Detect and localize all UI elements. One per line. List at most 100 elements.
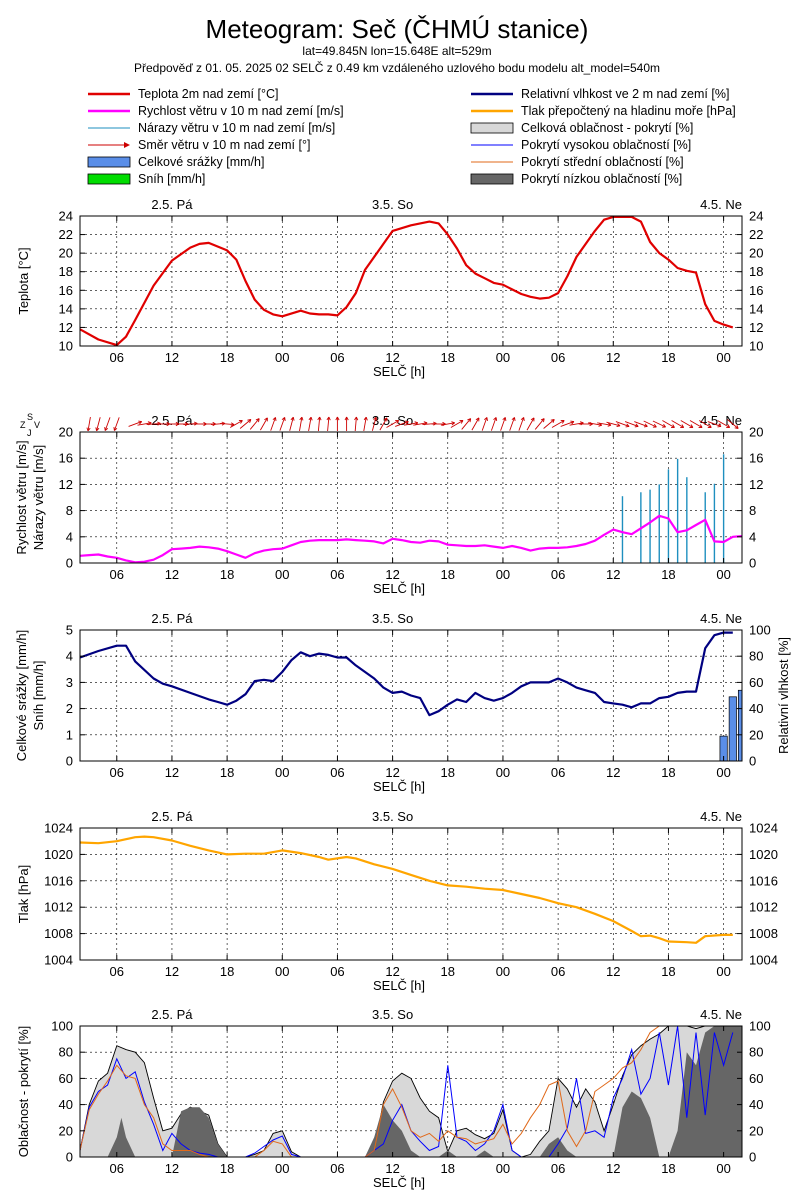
wind-arrow-head: [540, 418, 545, 423]
y-tick-label: 40: [59, 1097, 73, 1112]
wind-arrow-shaft: [113, 417, 120, 431]
compass-label: J: [27, 428, 32, 438]
compass-label: V: [34, 420, 40, 430]
legend-label: Tlak přepočtený na hladinu moře [hPa]: [521, 104, 736, 118]
x-tick-label: 00: [275, 350, 289, 365]
wind-arrow-shaft: [698, 420, 712, 428]
y-tick-label: 18: [59, 264, 73, 279]
wind-arrow: [634, 421, 648, 428]
x-tick-label: 00: [496, 1161, 510, 1176]
x-tick-label: 06: [330, 964, 344, 979]
x-tick-label: 06: [551, 567, 565, 582]
y-tick-label-right: 16: [749, 451, 763, 466]
x-axis-label: SELČ [h]: [373, 364, 425, 379]
wind-arrow-shaft: [526, 417, 535, 431]
wind-arrow: [543, 419, 555, 429]
wind-arrow-head: [335, 416, 340, 421]
wind-arrow-shaft: [413, 422, 428, 426]
wind-arrow: [104, 417, 111, 431]
wind-arrow: [689, 420, 703, 428]
y-axis-label-right: Relativní vlhkost [%]: [776, 637, 791, 754]
wind-arrow-shaft: [500, 417, 506, 431]
wind-arrow-shaft: [490, 417, 497, 431]
x-axis-label: SELČ [h]: [373, 581, 425, 596]
day-label: 3.5. So: [372, 1007, 413, 1022]
plot-area: [80, 216, 734, 346]
y-tick-label: 0: [66, 754, 73, 769]
wind-arrow: [680, 420, 694, 428]
wind-arrow-shaft: [327, 416, 330, 432]
wind-arrow: [490, 417, 498, 431]
wind-arrow-shaft: [587, 422, 602, 426]
y-tick-label: 60: [59, 1071, 73, 1086]
y-tick-label-right: 60: [749, 1071, 763, 1086]
x-axis-label: SELČ [h]: [373, 978, 425, 993]
wind-arrow-shaft: [395, 421, 409, 427]
x-tick-label: 06: [110, 350, 124, 365]
plot-area: [80, 454, 742, 563]
legend-item: Teplota 2m nad zemí [°C]: [88, 87, 278, 101]
y-tick-label: 12: [59, 320, 73, 335]
series-line-0: [80, 514, 742, 563]
wind-arrow-head: [383, 417, 388, 422]
y-tick-label: 10: [59, 339, 73, 354]
y-tick-label: 22: [59, 227, 73, 242]
wind-arrow-head: [467, 418, 472, 423]
x-tick-label: 18: [441, 1161, 455, 1176]
series-line-0: [80, 835, 733, 944]
y-tick-label: 0: [66, 1150, 73, 1165]
wind-arrow-head: [281, 417, 286, 421]
legend-item: Sníh [mm/h]: [87, 172, 205, 186]
series-line-0: [80, 216, 734, 346]
day-label: 4.5. Ne: [700, 197, 742, 212]
day-label: 3.5. So: [372, 197, 413, 212]
wind-arrow-head: [459, 420, 464, 424]
wind-arrow-head: [373, 416, 378, 421]
wind-arrow-head: [395, 420, 400, 424]
y-tick-label-right: 4: [749, 529, 756, 544]
day-label: 3.5. So: [372, 809, 413, 824]
panel-frame: [79, 1025, 743, 1158]
wind-arrow-shaft: [249, 418, 260, 430]
wind-arrow-shaft: [727, 419, 739, 429]
y-tick-label-right: 1008: [749, 926, 778, 941]
legend-item: Směr větru v 10 m nad zemí [°]: [88, 138, 310, 152]
wind-arrow-head: [404, 420, 409, 425]
y-tick-label: 16: [59, 283, 73, 298]
wind-arrow-shaft: [96, 417, 101, 431]
y-tick-label-right: 1004: [749, 953, 778, 968]
wind-arrow-head: [570, 420, 575, 425]
wind-arrow-head: [625, 423, 630, 428]
wind-arrow-head: [616, 423, 621, 428]
wind-arrow: [471, 417, 480, 431]
wind-arrow: [727, 419, 739, 429]
x-tick-label: 06: [110, 964, 124, 979]
wind-arrow: [560, 420, 575, 427]
y-tick-label-right: 0: [749, 754, 756, 769]
x-tick-label: 12: [165, 765, 179, 780]
wind-arrow: [551, 420, 565, 428]
forecast-subtitle: Předpověď z 01. 05. 2025 02 SELČ z 0.49 …: [134, 60, 660, 75]
wind-arrow-head: [550, 419, 555, 423]
y-axis-label: Celkové srážky [mm/h]: [14, 630, 29, 761]
x-tick-label: 18: [441, 964, 455, 979]
legend-item: Pokrytí nízkou oblačností [%]: [470, 172, 682, 186]
y-tick-label: 20: [59, 1123, 73, 1138]
x-tick-label: 00: [716, 350, 730, 365]
wind-arrow-shaft: [371, 417, 377, 431]
wind-arrow-head: [308, 416, 313, 421]
day-label: 4.5. Ne: [700, 611, 742, 626]
y-axis-label-2: Sníh [mm/h]: [31, 660, 46, 730]
wind-arrow: [606, 421, 621, 428]
y-tick-label-right: 12: [749, 477, 763, 492]
wind-arrow-shaft: [652, 420, 666, 428]
wind-arrow-head: [238, 420, 243, 424]
plot-area: [80, 835, 733, 944]
wind-arrow-shaft: [471, 417, 480, 431]
y-tick-label-right: 40: [749, 701, 763, 716]
wind-arrow-shaft: [606, 421, 621, 427]
y-tick-label-right: 1012: [749, 900, 778, 915]
wind-arrow-head: [707, 424, 712, 428]
y-tick-label-right: 40: [749, 1097, 763, 1112]
x-tick-label: 18: [661, 765, 675, 780]
